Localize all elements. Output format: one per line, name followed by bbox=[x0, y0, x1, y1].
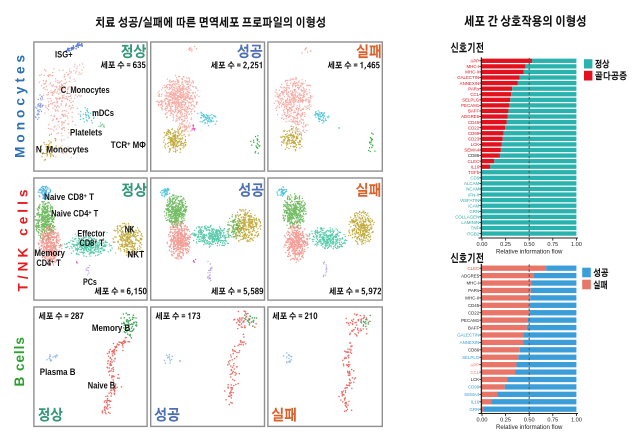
svg-text:CD86: CD86 bbox=[468, 153, 480, 158]
svg-text:CD6: CD6 bbox=[470, 176, 479, 181]
svg-text:IFN-II: IFN-II bbox=[468, 192, 479, 197]
svg-text:COLLAGEN: COLLAGEN bbox=[455, 215, 479, 220]
svg-text:CD4+ T: CD4+ T bbox=[36, 257, 60, 268]
svg-text:MHC-I: MHC-I bbox=[467, 64, 480, 69]
svg-text:NKT: NKT bbox=[127, 250, 144, 260]
svg-text:0.50: 0.50 bbox=[524, 418, 535, 424]
svg-text:Plasma B: Plasma B bbox=[40, 367, 76, 377]
svg-text:0.50: 0.50 bbox=[524, 242, 535, 248]
svg-text:TNF: TNF bbox=[471, 226, 480, 231]
svg-text:Memory B: Memory B bbox=[92, 323, 131, 333]
svg-text:CLEC: CLEC bbox=[467, 266, 479, 271]
svg-text:Naive CD8+ T: Naive CD8+ T bbox=[44, 191, 95, 202]
svg-text:LCK: LCK bbox=[471, 377, 480, 382]
svg-text:Relative information flow: Relative information flow bbox=[496, 424, 563, 431]
svg-text:B cells: B cells bbox=[12, 337, 27, 386]
svg-text:Effector: Effector bbox=[77, 229, 105, 239]
svg-text:MHC-I: MHC-I bbox=[467, 281, 480, 286]
svg-text:N_Monocytes: N_Monocytes bbox=[36, 145, 89, 155]
svg-text:Platelets: Platelets bbox=[70, 128, 102, 138]
svg-text:IL16: IL16 bbox=[471, 164, 480, 169]
svg-text:ADGRE5: ADGRE5 bbox=[461, 273, 480, 278]
svg-text:PCs: PCs bbox=[83, 277, 97, 287]
svg-text:CCL: CCL bbox=[470, 92, 479, 97]
svg-text:ANNEXIN: ANNEXIN bbox=[460, 81, 480, 86]
svg-text:0.25: 0.25 bbox=[500, 242, 511, 248]
svg-text:0.75: 0.75 bbox=[547, 418, 558, 424]
svg-text:MHC-II: MHC-II bbox=[465, 70, 479, 75]
svg-text:CD45: CD45 bbox=[468, 120, 480, 125]
svg-text:ITGB2: ITGB2 bbox=[467, 231, 480, 236]
svg-text:0.75: 0.75 bbox=[547, 242, 558, 248]
svg-text:C_Monocytes: C_Monocytes bbox=[61, 85, 110, 95]
svg-text:ADGRE5: ADGRE5 bbox=[461, 114, 480, 119]
svg-text:TCR+ MΦ: TCR+ MΦ bbox=[111, 139, 146, 150]
svg-text:CCL: CCL bbox=[470, 370, 479, 375]
svg-text:PARs: PARs bbox=[468, 86, 480, 91]
svg-text:1.00: 1.00 bbox=[571, 242, 582, 248]
svg-text:CD99: CD99 bbox=[468, 385, 480, 390]
svg-text:MHC-II: MHC-II bbox=[465, 296, 479, 301]
svg-text:APP: APP bbox=[470, 362, 479, 367]
svg-text:ANNEXIN: ANNEXIN bbox=[460, 340, 480, 345]
svg-text:Memory: Memory bbox=[34, 248, 65, 258]
svg-text:APP: APP bbox=[470, 59, 479, 64]
svg-text:0.25: 0.25 bbox=[500, 418, 511, 424]
svg-text:SEMA4: SEMA4 bbox=[464, 148, 479, 153]
svg-text:GALECTIN: GALECTIN bbox=[457, 333, 479, 338]
svg-text:CD86: CD86 bbox=[468, 348, 480, 353]
svg-text:CD45: CD45 bbox=[468, 303, 480, 308]
svg-text:PARs: PARs bbox=[468, 288, 480, 293]
svg-text:NK: NK bbox=[125, 224, 135, 234]
svg-text:ALCAM: ALCAM bbox=[464, 181, 479, 186]
svg-text:CD23: CD23 bbox=[468, 137, 480, 142]
svg-text:CLEC: CLEC bbox=[467, 159, 479, 164]
svg-text:LAMININ: LAMININ bbox=[461, 220, 479, 225]
svg-text:GALECTIN: GALECTIN bbox=[457, 75, 479, 80]
svg-text:IL16: IL16 bbox=[471, 399, 480, 404]
svg-text:CD22: CD22 bbox=[468, 125, 480, 130]
svg-text:CD8+ T: CD8+ T bbox=[80, 237, 104, 248]
svg-text:GRN: GRN bbox=[469, 209, 479, 214]
svg-text:LCK: LCK bbox=[471, 142, 480, 147]
svg-text:ISG+: ISG+ bbox=[55, 50, 73, 60]
svg-text:VISFATIN: VISFATIN bbox=[460, 198, 479, 203]
svg-text:SEMA4: SEMA4 bbox=[464, 392, 479, 397]
svg-text:CD99: CD99 bbox=[468, 131, 480, 136]
svg-text:BAFF: BAFF bbox=[468, 325, 480, 330]
svg-text:0.00: 0.00 bbox=[477, 242, 488, 248]
svg-text:PECAM1: PECAM1 bbox=[461, 103, 480, 108]
svg-text:CD22: CD22 bbox=[468, 310, 480, 315]
svg-text:GRN: GRN bbox=[469, 407, 479, 412]
svg-text:Relative information flow: Relative information flow bbox=[496, 249, 563, 256]
svg-text:1.00: 1.00 bbox=[571, 418, 582, 424]
svg-text:PECAM1: PECAM1 bbox=[461, 318, 480, 323]
svg-text:SELPLG: SELPLG bbox=[462, 355, 480, 360]
svg-text:ICAM: ICAM bbox=[468, 203, 479, 208]
svg-text:SELPLG: SELPLG bbox=[462, 98, 480, 103]
svg-text:NCAM: NCAM bbox=[466, 187, 479, 192]
svg-text:0.00: 0.00 bbox=[477, 418, 488, 424]
svg-text:Naive CD4+ T: Naive CD4+ T bbox=[51, 208, 99, 219]
svg-text:Monocytes: Monocytes bbox=[13, 55, 28, 158]
svg-text:TGFb: TGFb bbox=[468, 170, 480, 175]
svg-text:T/NK cells: T/NK cells bbox=[16, 190, 31, 292]
svg-text:Naive B: Naive B bbox=[88, 381, 116, 391]
svg-text:mDCs: mDCs bbox=[92, 108, 114, 118]
svg-text:BAFF: BAFF bbox=[468, 109, 480, 114]
